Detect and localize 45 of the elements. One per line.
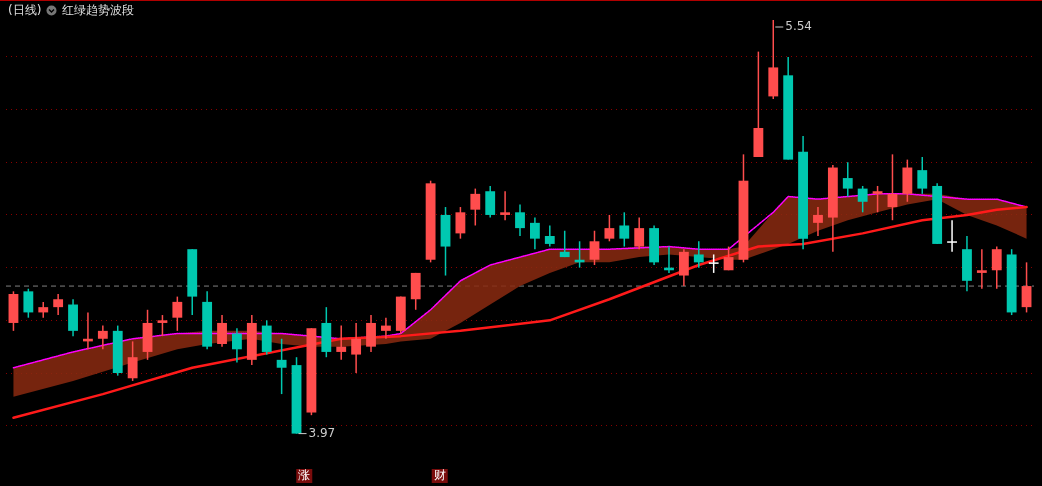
annotation: 3.97 — [308, 425, 336, 440]
candlestick — [23, 287, 34, 319]
annotation: 5.54 — [785, 19, 812, 34]
candlestick — [485, 185, 496, 219]
candlestick — [336, 324, 347, 361]
candlestick — [976, 248, 987, 290]
candlestick — [351, 322, 362, 374]
candlestick — [500, 190, 511, 221]
candlestick — [917, 156, 928, 195]
candlestick — [947, 219, 957, 253]
candlestick — [38, 301, 49, 319]
candlestick — [97, 324, 108, 351]
text: 涨 — [298, 468, 311, 483]
candlestick — [172, 295, 183, 332]
candlestick — [53, 293, 64, 316]
candlestick — [544, 224, 555, 248]
candlestick — [157, 314, 168, 337]
candlestick — [604, 214, 615, 243]
chart-subtitle: 红绿趋势波段 — [62, 2, 135, 19]
candlestick — [708, 253, 719, 274]
candlestick — [455, 206, 466, 240]
candlestick — [1021, 261, 1032, 314]
candlestick — [381, 316, 391, 340]
candlestick — [619, 211, 630, 248]
candlestick — [693, 240, 704, 269]
candlestick — [842, 161, 853, 198]
candlestick — [276, 338, 287, 395]
candlestick — [678, 248, 689, 287]
candlestick — [589, 230, 600, 266]
chart-title: (日线) — [8, 2, 42, 19]
candlestick — [991, 245, 1002, 290]
candlestick — [366, 314, 376, 353]
candlestick — [515, 203, 525, 237]
candlestick — [813, 206, 823, 237]
candlestick — [127, 340, 138, 382]
candlestick — [872, 185, 883, 214]
candlestick — [232, 327, 242, 364]
candlestick — [634, 216, 645, 250]
candlestick — [529, 216, 540, 250]
candlestick — [559, 230, 570, 258]
candlestick — [887, 153, 898, 221]
candlestick — [470, 187, 481, 227]
text: 财 — [433, 468, 446, 483]
candlestick — [217, 314, 227, 348]
candlestick — [857, 185, 868, 214]
